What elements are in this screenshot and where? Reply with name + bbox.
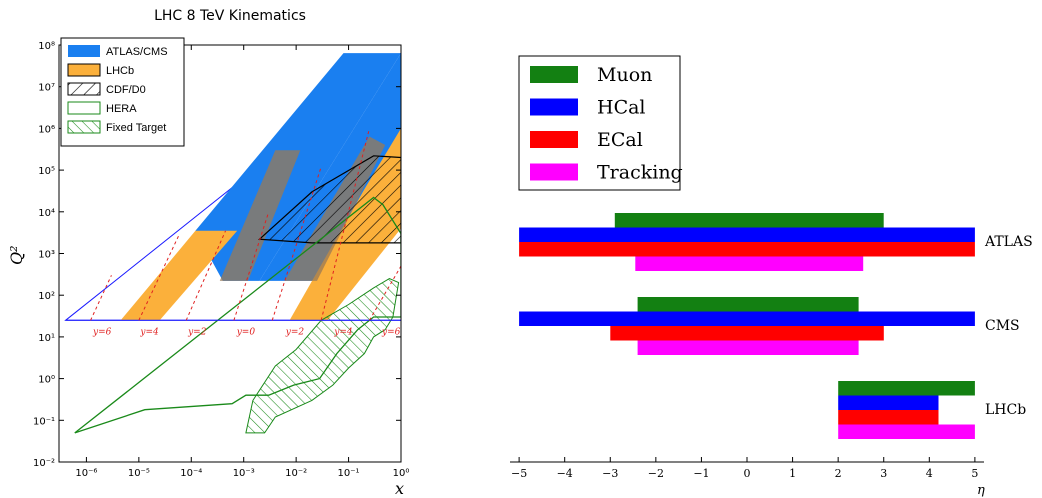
rapidity-label: y=4 (333, 327, 353, 337)
hera-region (74, 316, 401, 434)
x-tick-label: −5 (511, 467, 527, 480)
y-tick-label: 10² (38, 291, 55, 302)
coverage-bar-ecal (838, 410, 939, 425)
legend-label: ECal (597, 129, 643, 151)
kinematics-chart: LHC 8 TeV Kinematics y=6 y=4 y=2 y=0 y=2 y=4 y… (7, 8, 409, 498)
y-tick-label: 10⁵ (38, 166, 55, 177)
coverage-bar-ecal (519, 242, 975, 257)
lhcb-overlap-region (219, 150, 301, 281)
legend-swatch (530, 163, 578, 181)
rapidity-line (233, 211, 270, 321)
x-tick-label: 1 (789, 467, 796, 480)
legend-label: HERA (106, 103, 137, 115)
rapidity-line (90, 275, 112, 321)
x-tick-label: −1 (693, 467, 709, 480)
cdf-d0-region (258, 155, 401, 244)
coverage-bar-hcal (838, 395, 939, 410)
rapidity-label: y=4 (139, 327, 159, 337)
legend: ATLAS/CMS LHCb CDF/D0 HERA Fixed Target (60, 37, 185, 147)
y-tick-label: 10⁻¹ (33, 416, 55, 427)
y-tick-label: 10⁶ (38, 124, 55, 135)
rapidity-line (271, 166, 322, 321)
x-tick-label: 0 (744, 467, 751, 480)
x-tick-label: 4 (926, 467, 933, 480)
x-tick-label: 10⁻⁴ (180, 468, 202, 479)
coverage-bar-tracking (838, 424, 975, 439)
legend-swatch (67, 120, 101, 134)
x-tick-label: 10⁻² (285, 468, 307, 479)
legend-swatch (67, 101, 101, 115)
x-tick-label: 10⁻⁶ (75, 468, 97, 479)
hera-region (74, 196, 401, 434)
legend: Muon HCal ECal Tracking (518, 55, 683, 191)
y-tick-label: 10⁻² (33, 458, 55, 469)
legend-label: CDF/D0 (106, 84, 146, 96)
x-tick-label: 10⁻³ (233, 468, 255, 479)
rapidity-label: y=6 (92, 327, 112, 337)
coverage-bar-tracking (637, 340, 859, 355)
legend-label: Muon (597, 64, 652, 86)
x-tick-label: −4 (557, 467, 573, 480)
coverage-bar-hcal (519, 227, 975, 242)
x-tick-label: −2 (648, 467, 664, 480)
x-tick-label: 10⁰ (393, 468, 410, 479)
legend-label: ATLAS/CMS (106, 46, 168, 58)
legend-label: Fixed Target (106, 122, 166, 134)
coverage-chart: Muon HCal ECal Tracking ATLAS CMS LHCb −5 −4 −3… (510, 55, 1033, 498)
rapidity-line (185, 230, 226, 321)
y-axis-label: Q² (7, 245, 26, 265)
legend-label: Tracking (597, 162, 683, 184)
coverage-bar-muon (614, 213, 884, 228)
rapidity-line (138, 233, 181, 321)
detector-label: ATLAS (984, 234, 1033, 250)
rapidity-label: y=2 (187, 327, 207, 337)
y-tick-label: 10⁴ (38, 208, 55, 219)
lhcb-region (120, 230, 238, 321)
legend-swatch (530, 131, 578, 148)
x-axis-label: x (395, 479, 404, 498)
detector-label: CMS (985, 318, 1020, 334)
legend-swatch (67, 63, 101, 77)
coverage-bar-hcal (519, 311, 975, 326)
legend-swatch (68, 45, 100, 57)
y-tick-label: 10⁸ (38, 41, 55, 52)
x-tick-label: 10⁻¹ (338, 468, 360, 479)
y-tick-label: 10⁰ (38, 375, 55, 386)
coverage-bar-ecal (610, 326, 884, 341)
x-tick-label: 2 (835, 467, 842, 480)
x-tick-label: 5 (971, 467, 978, 480)
legend-swatch (530, 98, 578, 116)
x-axis-label: η (977, 483, 985, 498)
rapidity-line (320, 128, 370, 321)
legend-swatch (67, 82, 101, 96)
y-tick-label: 10¹ (38, 333, 55, 344)
coverage-bar-muon (838, 381, 975, 396)
legend-label: HCal (597, 97, 646, 119)
rapidity-line (369, 265, 401, 321)
y-tick-label: 10⁷ (38, 83, 55, 94)
y-tick-label: 10³ (38, 250, 55, 261)
x-tick-label: 3 (880, 467, 887, 480)
rapidity-label: y=2 (285, 327, 305, 337)
coverage-bar-muon (637, 297, 859, 312)
coverage-bar-tracking (635, 256, 864, 271)
detector-label: LHCb (985, 402, 1026, 418)
rapidity-label: y=6 (381, 327, 401, 337)
rapidity-label: y=0 (236, 327, 256, 337)
x-tick-label: −3 (602, 467, 618, 480)
legend-swatch (530, 66, 578, 83)
x-tick-label: 10⁻⁵ (128, 468, 150, 479)
legend-label: LHCb (106, 65, 134, 77)
chart-title: LHC 8 TeV Kinematics (154, 8, 306, 24)
